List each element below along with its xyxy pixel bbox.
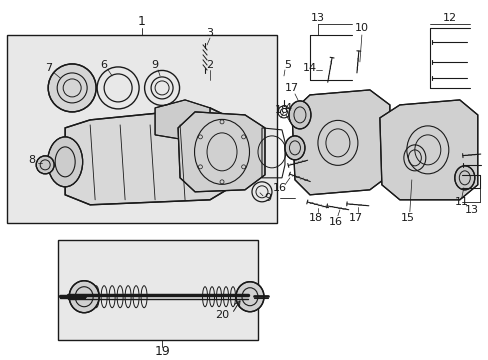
Ellipse shape bbox=[285, 136, 305, 160]
Bar bbox=[58, 240, 258, 340]
Bar bbox=[7, 35, 276, 223]
Text: 15: 15 bbox=[400, 213, 414, 223]
Text: 13: 13 bbox=[464, 205, 478, 215]
Polygon shape bbox=[291, 90, 389, 195]
Bar bbox=[289, 18, 479, 213]
Text: 9: 9 bbox=[264, 193, 271, 203]
Ellipse shape bbox=[288, 101, 310, 129]
Text: 8: 8 bbox=[29, 155, 36, 165]
Text: 3: 3 bbox=[206, 28, 213, 38]
Ellipse shape bbox=[48, 137, 82, 187]
Polygon shape bbox=[65, 108, 235, 205]
Polygon shape bbox=[178, 112, 264, 192]
Text: 2: 2 bbox=[206, 60, 213, 70]
Text: 16: 16 bbox=[328, 217, 342, 227]
Text: 18: 18 bbox=[308, 213, 323, 223]
Polygon shape bbox=[379, 100, 477, 200]
Text: 12: 12 bbox=[442, 13, 456, 23]
Bar bbox=[58, 240, 258, 340]
Text: 20: 20 bbox=[215, 310, 228, 320]
Text: 18: 18 bbox=[274, 105, 288, 115]
Text: 10: 10 bbox=[354, 23, 368, 33]
Text: 17: 17 bbox=[285, 83, 298, 93]
Text: 1: 1 bbox=[138, 15, 146, 28]
Ellipse shape bbox=[236, 282, 264, 312]
Polygon shape bbox=[155, 100, 210, 140]
Text: 13: 13 bbox=[310, 13, 324, 23]
Ellipse shape bbox=[454, 166, 474, 190]
Text: 11: 11 bbox=[454, 197, 468, 207]
Text: 4: 4 bbox=[284, 103, 291, 113]
Text: 17: 17 bbox=[348, 213, 362, 223]
Text: 19: 19 bbox=[154, 345, 170, 358]
Ellipse shape bbox=[36, 156, 54, 174]
Ellipse shape bbox=[48, 64, 96, 112]
Text: 6: 6 bbox=[101, 60, 107, 70]
Text: 5: 5 bbox=[284, 60, 291, 70]
Text: 9: 9 bbox=[151, 60, 158, 70]
Text: 16: 16 bbox=[272, 183, 286, 193]
Bar bbox=[7, 35, 276, 223]
Text: 14: 14 bbox=[302, 63, 316, 73]
Ellipse shape bbox=[69, 281, 99, 313]
Text: 7: 7 bbox=[44, 63, 52, 73]
